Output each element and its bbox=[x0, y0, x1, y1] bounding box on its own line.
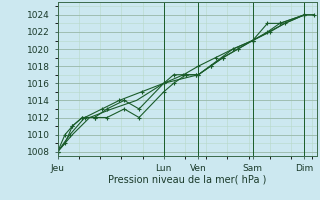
X-axis label: Pression niveau de la mer( hPa ): Pression niveau de la mer( hPa ) bbox=[108, 174, 266, 184]
